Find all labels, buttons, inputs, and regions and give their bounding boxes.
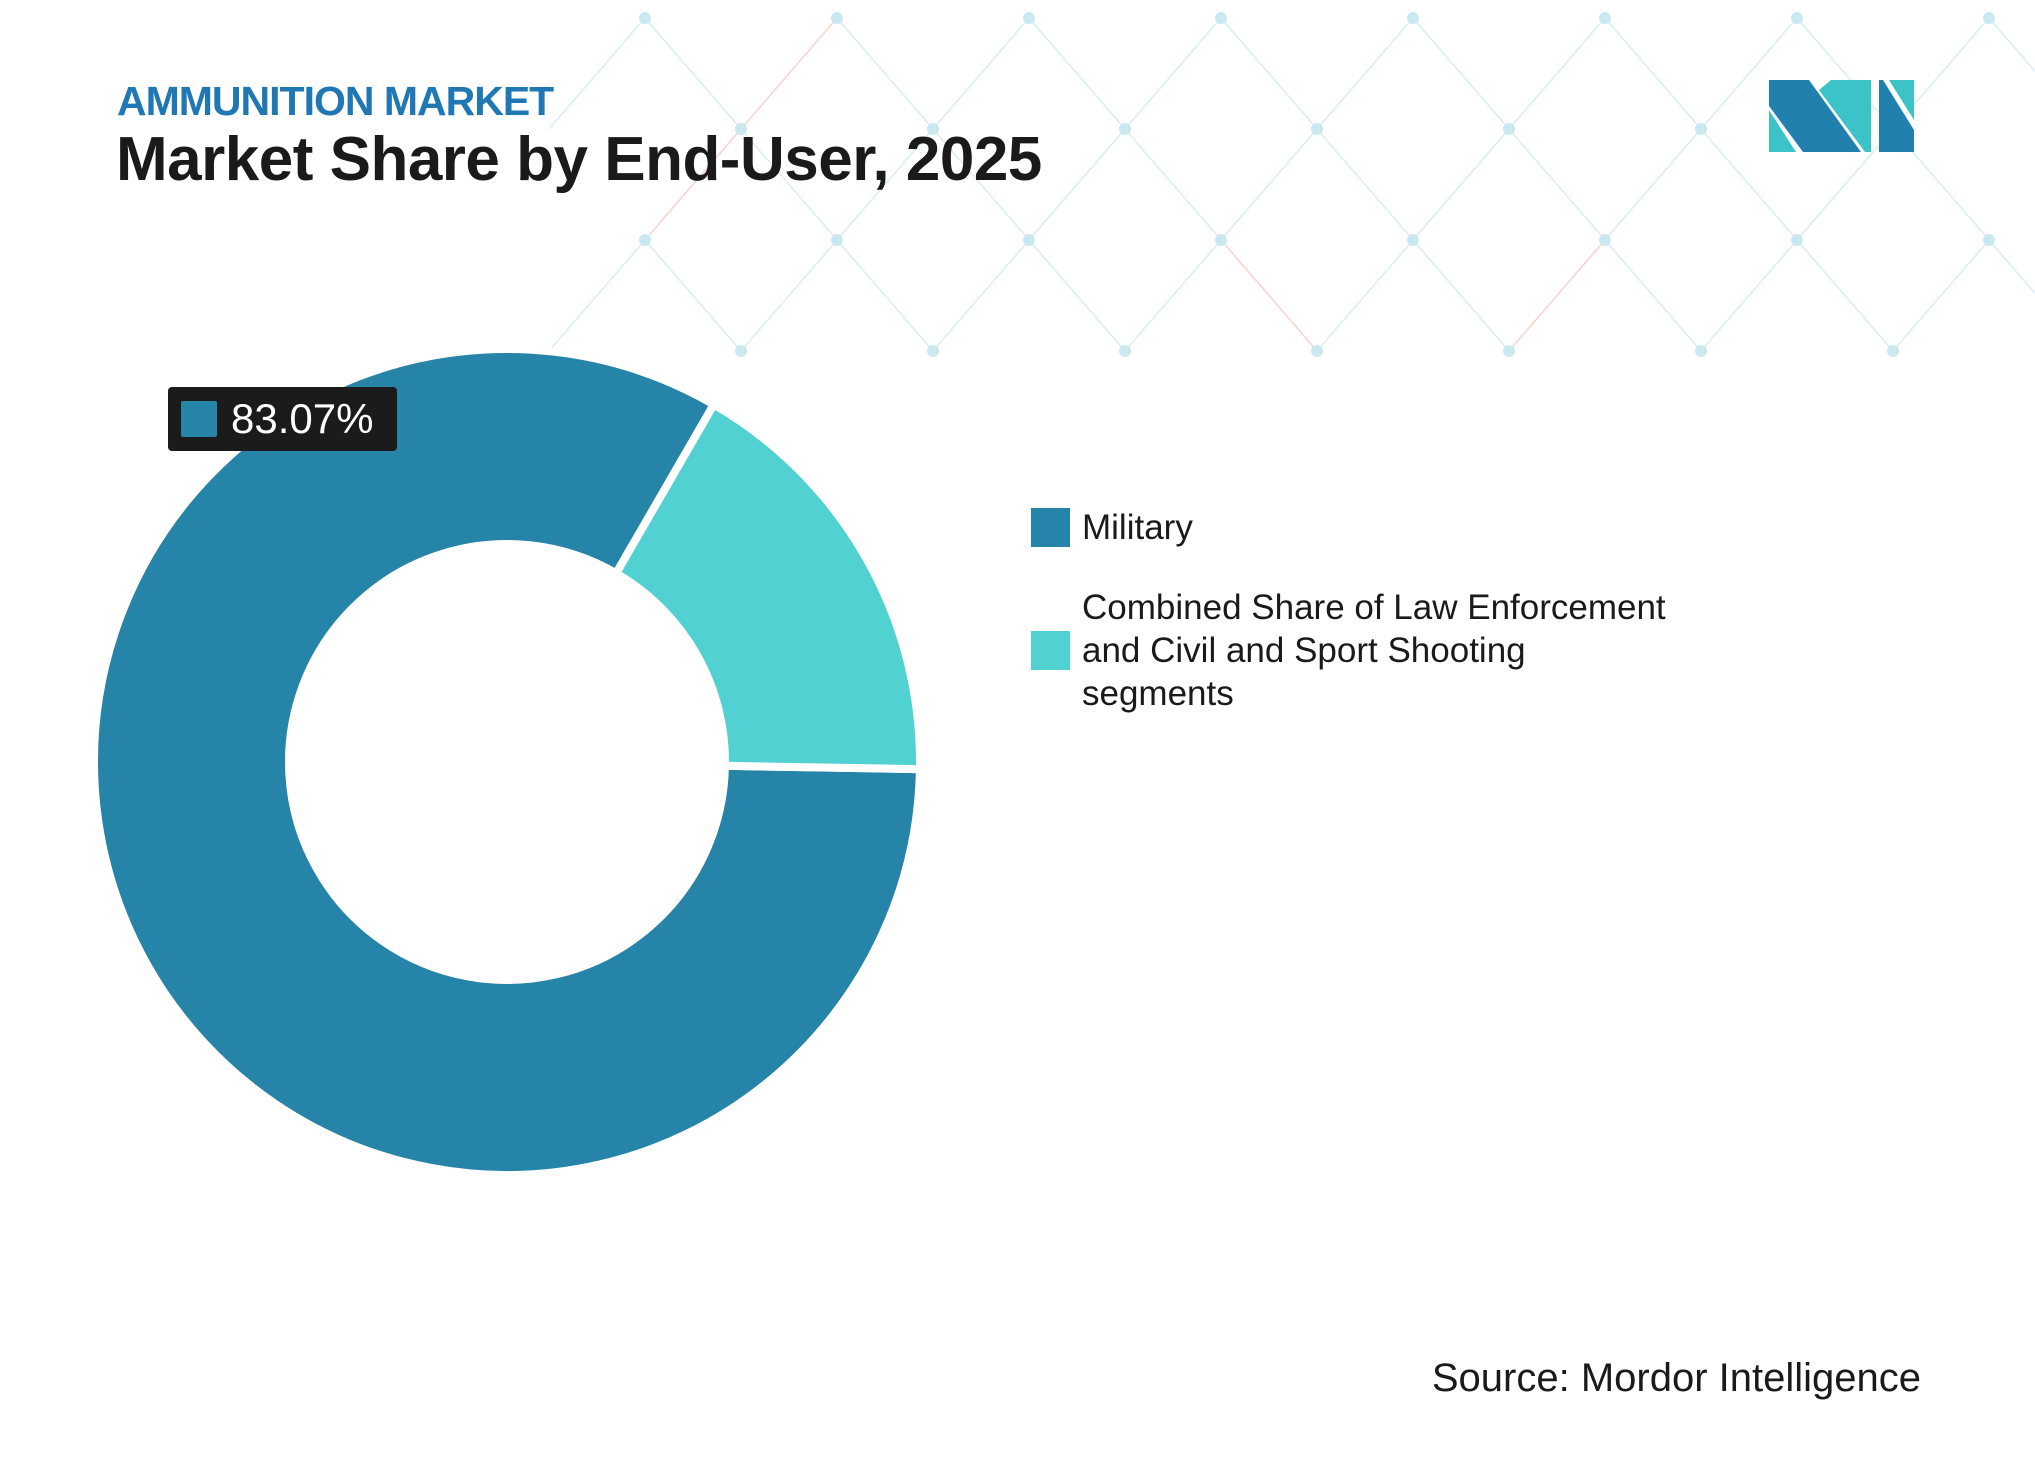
legend-item-combined: Combined Share of Law Enforcement and Ci… (1031, 586, 1682, 715)
pattern-node (1503, 345, 1515, 357)
pattern-line (1509, 129, 1605, 240)
data-label-swatch (181, 401, 217, 437)
pattern-node (1407, 12, 1419, 24)
pattern-line (1221, 18, 1317, 129)
pattern-node (1791, 12, 1803, 24)
pattern-node (1023, 234, 1035, 246)
pattern-node (1215, 234, 1227, 246)
pattern-line (1893, 240, 1989, 351)
pattern-node (1599, 234, 1611, 246)
pattern-node (1983, 12, 1995, 24)
pattern-line (1605, 129, 1701, 240)
source-note: Source: Mordor Intelligence (1432, 1356, 1921, 1401)
pattern-node (1695, 123, 1707, 135)
pattern-node (1599, 12, 1611, 24)
pattern-line (1509, 240, 1605, 351)
pattern-node (1311, 345, 1323, 357)
pattern-line (1317, 129, 1413, 240)
pattern-line (1989, 18, 2035, 129)
pattern-line (1605, 240, 1701, 351)
pattern-node (1215, 12, 1227, 24)
pattern-line (1413, 129, 1509, 240)
pattern-node (1983, 234, 1995, 246)
legend-swatch-military (1031, 508, 1070, 547)
legend-label-combined: Combined Share of Law Enforcement and Ci… (1082, 586, 1682, 715)
pattern-node (1311, 123, 1323, 135)
pattern-line (1509, 18, 1605, 129)
pattern-line (1221, 129, 1317, 240)
pattern-node (1119, 123, 1131, 135)
pattern-line (1221, 240, 1317, 351)
pattern-line (1029, 129, 1125, 240)
legend-label-military: Military (1082, 506, 1702, 549)
pattern-line (1413, 240, 1509, 351)
pattern-node (1023, 12, 1035, 24)
pattern-line (1701, 240, 1797, 351)
legend-item-military: Military (1031, 506, 1702, 549)
pattern-line (1029, 240, 1125, 351)
pattern-node (1503, 123, 1515, 135)
pattern-line (1797, 240, 1893, 351)
pattern-node (1695, 345, 1707, 357)
pattern-line (1413, 18, 1509, 129)
pattern-line (1605, 18, 1701, 129)
legend-swatch-combined (1031, 631, 1070, 670)
data-label-value: 83.07% (231, 395, 373, 443)
pattern-line (1029, 18, 1125, 129)
pattern-line (1125, 18, 1221, 129)
mordor-intelligence-logo (1769, 80, 1915, 153)
data-label-military: 83.07% (168, 387, 397, 451)
pattern-node (1407, 234, 1419, 246)
pattern-node (1119, 345, 1131, 357)
donut-chart (0, 0, 1000, 1250)
pattern-node (1791, 234, 1803, 246)
pattern-node (1887, 345, 1899, 357)
pattern-line (1125, 240, 1221, 351)
pattern-line (1989, 240, 2035, 351)
pattern-line (1317, 18, 1413, 129)
pattern-line (1317, 240, 1413, 351)
pattern-line (1125, 129, 1221, 240)
